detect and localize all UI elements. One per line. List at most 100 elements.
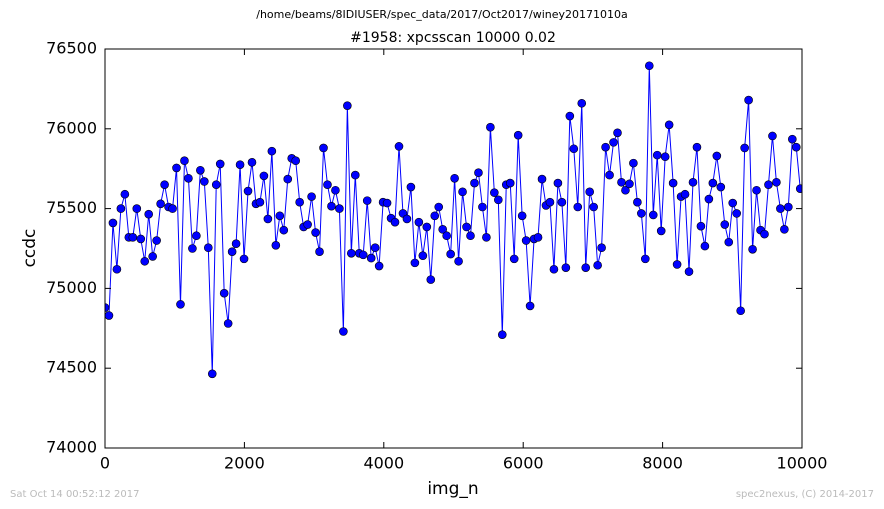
data-point [513, 130, 523, 140]
footer-left: Sat Oct 14 00:52:12 2017 [10, 489, 140, 500]
data-point [148, 252, 157, 261]
data-point [323, 180, 332, 189]
data-point [458, 187, 467, 197]
x-axis-label: img_n [427, 479, 478, 499]
data-point [521, 236, 531, 245]
data-point [601, 142, 610, 152]
data-point [629, 158, 638, 168]
data-point [184, 173, 193, 183]
data-point [470, 178, 479, 188]
data-point [593, 260, 602, 270]
data-point [132, 204, 142, 213]
data-point [255, 197, 265, 207]
data-point [672, 260, 682, 269]
data-point [279, 225, 289, 235]
data-point [605, 170, 614, 180]
data-point [652, 150, 662, 160]
data-point [200, 177, 209, 186]
data-point [418, 251, 428, 260]
data-point [609, 138, 618, 147]
data-point [704, 194, 714, 204]
data-point [784, 202, 793, 212]
data-point [235, 160, 245, 170]
data-point [339, 327, 348, 336]
data-point [227, 247, 237, 256]
data-point [275, 211, 285, 221]
data-point [660, 152, 670, 162]
y-tick-label: 74000 [46, 438, 97, 457]
x-tick-label: 6000 [503, 454, 544, 473]
data-point [192, 231, 201, 241]
x-tick-label: 0 [100, 454, 110, 473]
data-point [259, 171, 269, 181]
data-point [442, 231, 451, 241]
data-point [656, 226, 666, 236]
data-point [668, 178, 678, 188]
data-point [426, 275, 436, 284]
data-point [136, 234, 146, 244]
data-point [105, 311, 114, 320]
data-point [617, 177, 626, 187]
data-point [370, 243, 380, 253]
data-point [633, 197, 642, 207]
data-point [120, 189, 130, 199]
data-point [585, 187, 594, 197]
data-point [116, 204, 126, 213]
data-point [358, 250, 368, 260]
data-point [791, 142, 801, 152]
data-point [732, 209, 741, 218]
data-point [553, 178, 563, 188]
data-point [438, 225, 447, 234]
data-point [454, 256, 463, 266]
data-point [545, 197, 555, 207]
data-point [795, 184, 802, 193]
data-point [315, 247, 324, 256]
data-point [621, 185, 630, 195]
data-point [752, 185, 761, 195]
axes-frame [104, 48, 803, 449]
data-point [597, 243, 606, 253]
data-point [422, 222, 432, 232]
data-point [462, 222, 471, 232]
data-point [219, 288, 229, 298]
data-point [549, 264, 559, 274]
data-point [740, 143, 749, 153]
data-point [577, 98, 587, 108]
data-point [331, 185, 340, 195]
data-point [343, 101, 352, 110]
data-point [394, 142, 404, 151]
x-tick-label: 4000 [363, 454, 404, 473]
data-point [644, 61, 654, 71]
data-point [291, 156, 300, 166]
data-point [569, 144, 579, 154]
data-point [362, 196, 372, 205]
data-point [140, 256, 150, 266]
y-axis-label: ccdc [20, 229, 40, 268]
data-point [335, 204, 344, 213]
data-point [223, 319, 233, 328]
data-point [788, 134, 797, 144]
data-point [382, 198, 392, 208]
data-point [311, 228, 320, 237]
data-point [267, 146, 277, 156]
data-point [414, 217, 424, 227]
data-point [347, 248, 356, 258]
data-point [692, 142, 702, 152]
data-point [160, 180, 169, 189]
data-point [176, 300, 185, 309]
data-point [486, 122, 495, 132]
x-tick-label: 2000 [224, 454, 265, 473]
data-point [446, 249, 455, 259]
data-point [648, 210, 658, 220]
data-point [688, 177, 698, 187]
data-point [581, 263, 591, 272]
data-point [565, 111, 575, 121]
data-point [490, 188, 499, 197]
data-point [680, 189, 690, 199]
data-point [108, 218, 118, 228]
data-point [271, 241, 281, 250]
data-point [303, 220, 312, 229]
data-point [243, 186, 253, 196]
